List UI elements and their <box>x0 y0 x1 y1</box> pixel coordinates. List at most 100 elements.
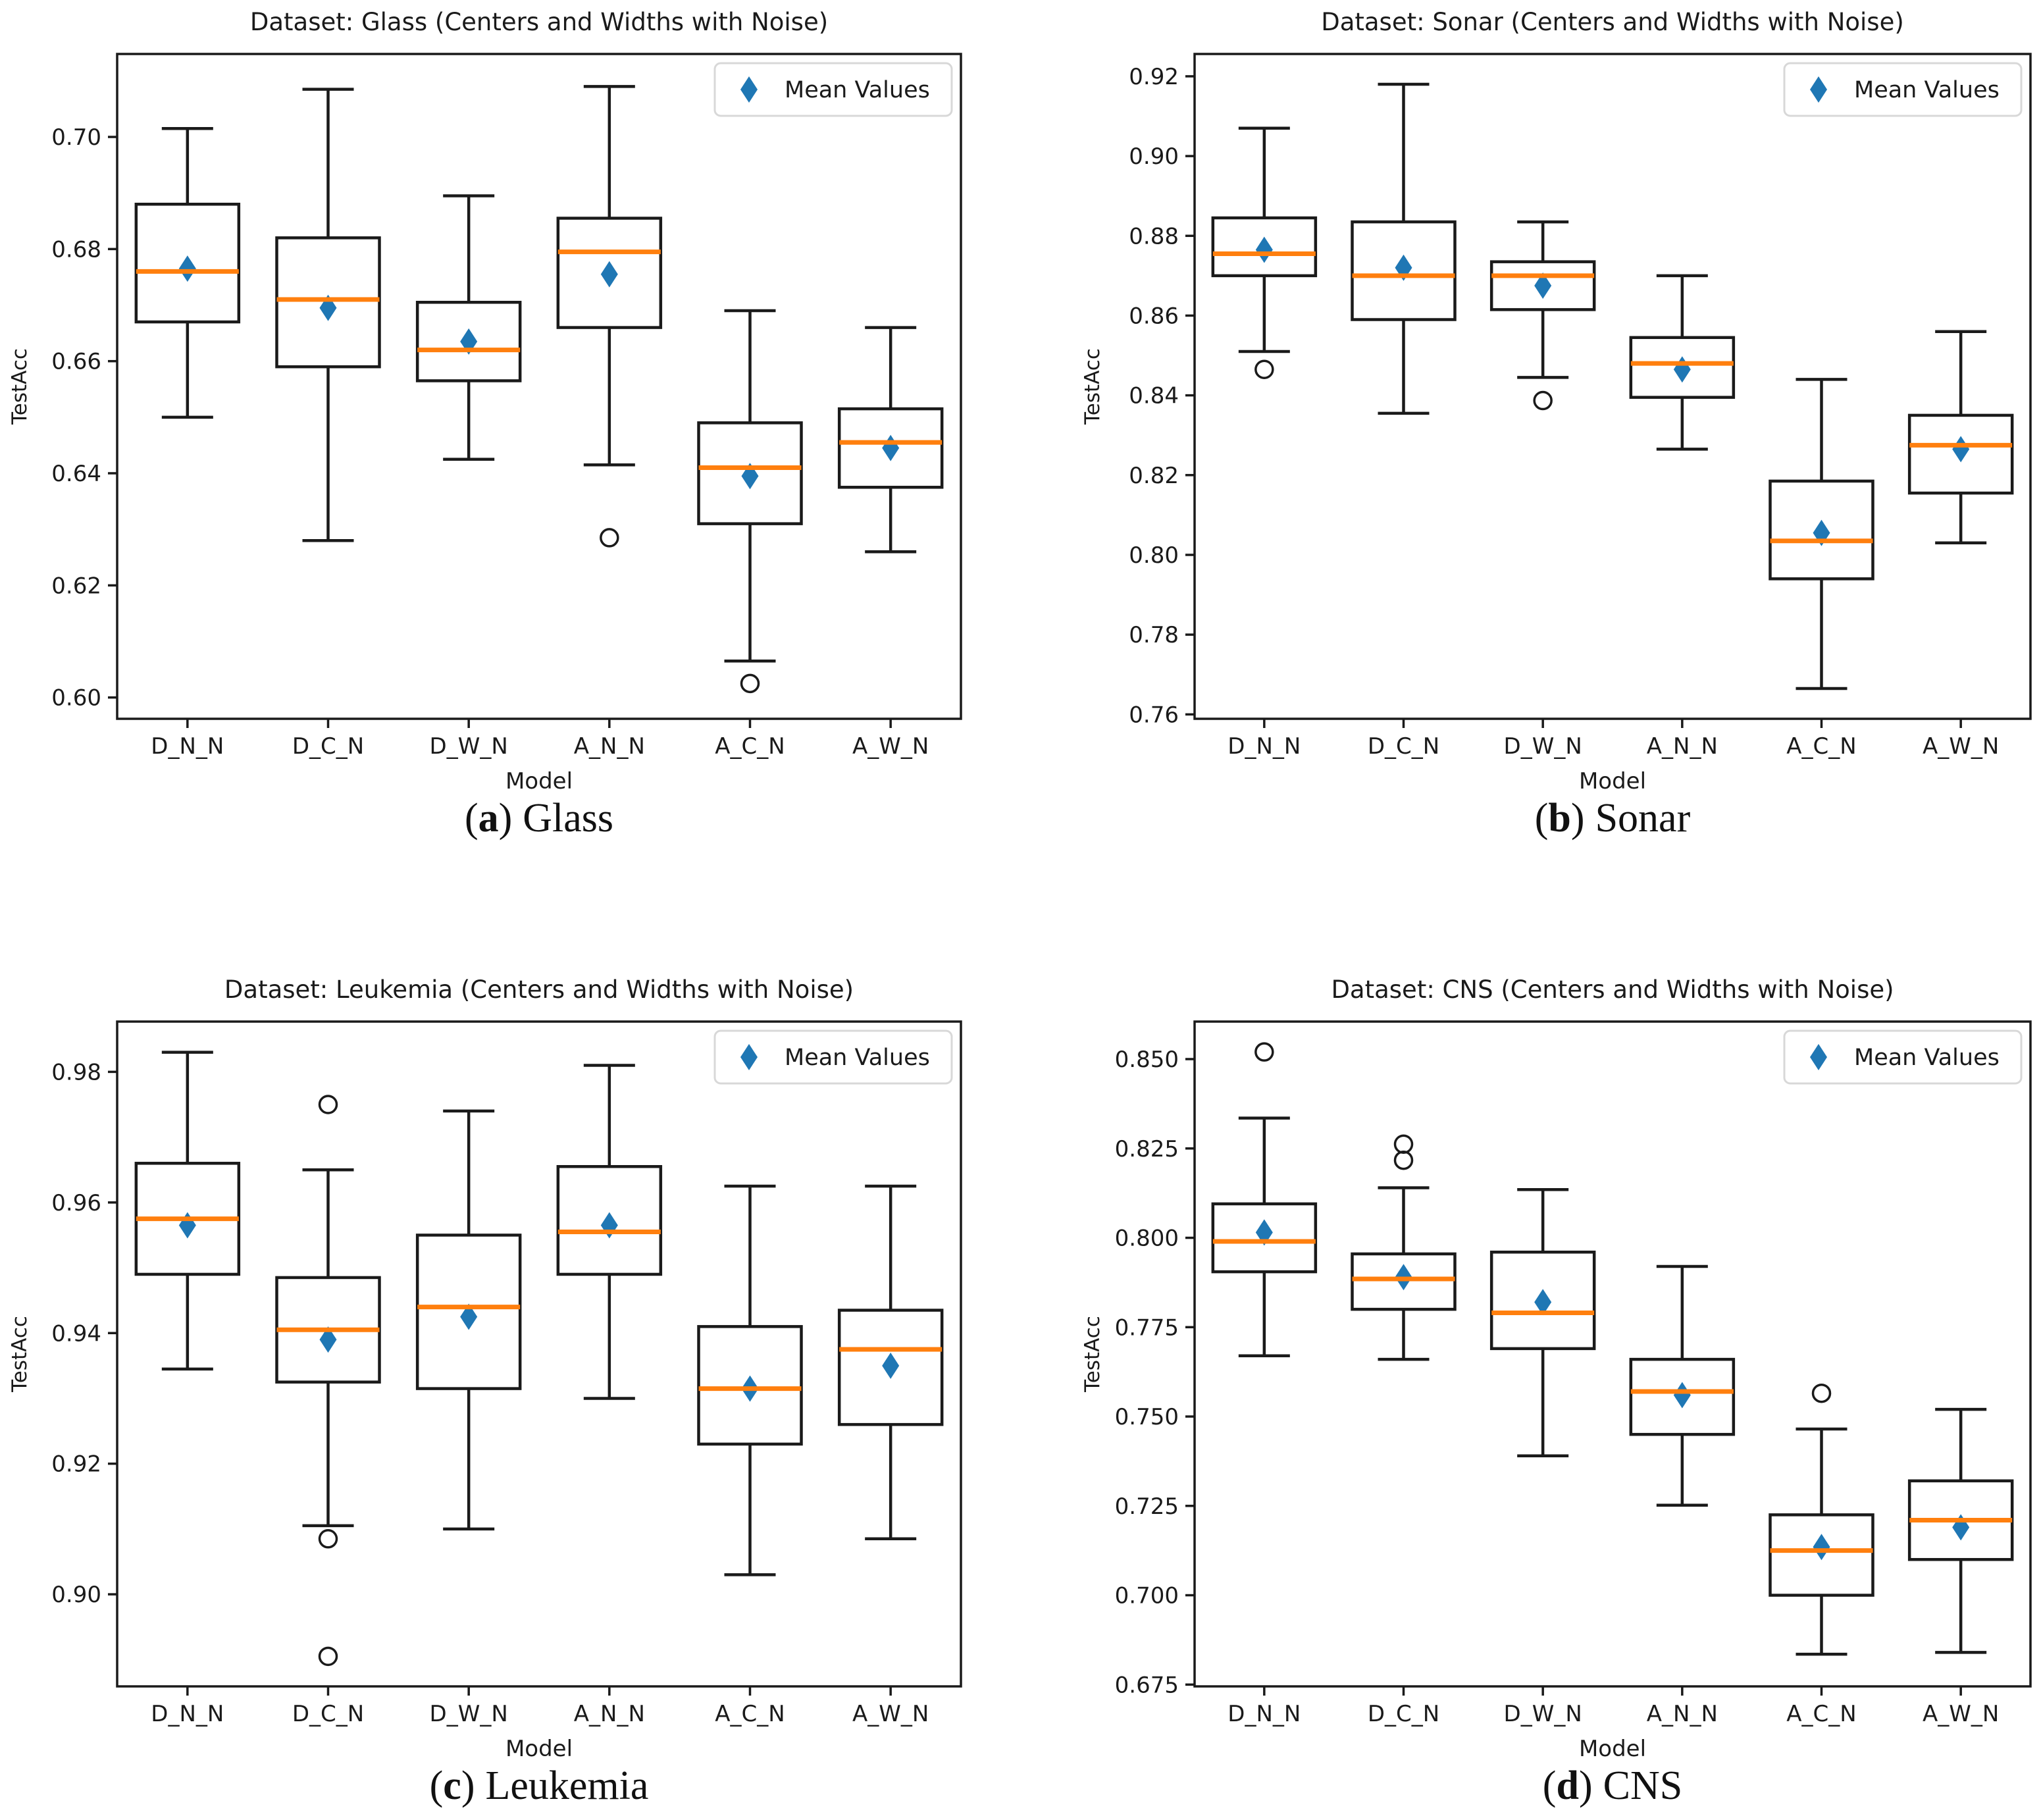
plot-frame <box>116 53 962 720</box>
caption-paren-close: ) <box>461 1763 475 1808</box>
caption-letter: a <box>478 796 499 841</box>
box-group <box>1489 1187 1596 1458</box>
caption-label: Sonar <box>1595 796 1691 841</box>
x-axis-label: Model <box>505 1736 573 1762</box>
y-tick-label: 0.700 <box>1115 1583 1179 1609</box>
outlier-point <box>318 1529 338 1549</box>
mean-diamond-icon <box>460 1303 478 1330</box>
y-tick-label: 0.90 <box>1129 143 1179 170</box>
box-group <box>1351 82 1457 415</box>
y-tick-label: 0.76 <box>1129 702 1179 728</box>
x-tick-label: D_N_N <box>151 1701 224 1727</box>
legend-box <box>713 1029 953 1085</box>
box-group <box>697 309 803 694</box>
x-tick-label: A_C_N <box>1786 1701 1856 1727</box>
subplot-caption-glass: (a) Glass <box>117 795 961 842</box>
caption-label: Glass <box>523 796 614 841</box>
subplot-cns: Dataset: CNS (Centers and Widths with No… <box>1020 922 2041 1820</box>
y-tick-label: 0.725 <box>1115 1494 1179 1520</box>
box-group <box>1907 330 2014 545</box>
outlier-point <box>1811 1383 1832 1403</box>
chart-title: Dataset: Leukemia (Centers and Widths wi… <box>224 975 854 1004</box>
x-tick-label: D_W_N <box>1504 1701 1582 1727</box>
x-tick-label: A_C_N <box>715 733 785 760</box>
outlier-point <box>1393 1150 1414 1170</box>
box-group <box>1351 1134 1457 1361</box>
y-tick-label: 0.825 <box>1115 1136 1179 1162</box>
y-tick-label: 0.62 <box>51 573 101 599</box>
subplot-caption-sonar: (b) Sonar <box>1195 795 2030 842</box>
y-tick-label: 0.92 <box>51 1451 101 1478</box>
legend-label: Mean Values <box>1854 77 2000 103</box>
boxplot-chart-sonar: Dataset: Sonar (Centers and Widths with … <box>1081 8 2032 794</box>
mean-diamond-icon <box>1952 436 1970 463</box>
box-group <box>556 1064 663 1400</box>
mean-diamond-icon <box>882 1352 900 1379</box>
legend-diamond-icon <box>740 76 758 103</box>
subplot-leukemia: Dataset: Leukemia (Centers and Widths wi… <box>0 922 1020 1820</box>
x-tick-label: D_N_N <box>151 733 224 760</box>
outlier-point <box>1533 390 1553 411</box>
y-axis-label: TestAcc <box>1081 1316 1104 1393</box>
outlier-point <box>740 673 760 694</box>
box-group <box>275 1095 381 1667</box>
box-group <box>1211 126 1318 380</box>
x-axis-label: Model <box>505 768 573 794</box>
x-tick-label: A_W_N <box>1923 1701 1999 1727</box>
box-rect <box>1211 1202 1318 1274</box>
legend-box <box>713 62 953 117</box>
legend-diamond-icon <box>1810 76 1827 103</box>
box-group <box>1769 378 1874 690</box>
box-group <box>415 194 522 461</box>
mean-diamond-icon <box>600 261 618 288</box>
boxplot-chart-glass: Dataset: Glass (Centers and Widths with … <box>8 8 962 794</box>
box-group <box>134 127 241 419</box>
x-tick-label: D_W_N <box>430 1701 508 1727</box>
boxplot-chart-cns: Dataset: CNS (Centers and Widths with No… <box>1081 975 2032 1762</box>
y-tick-label: 0.90 <box>51 1582 101 1608</box>
y-tick-label: 0.80 <box>1129 542 1179 569</box>
y-tick-label: 0.750 <box>1115 1404 1179 1430</box>
y-tick-label: 0.88 <box>1129 223 1179 249</box>
box-group <box>697 1184 803 1576</box>
plot-frame <box>1193 53 2032 720</box>
x-tick-label: A_N_N <box>574 733 645 760</box>
subplot-sonar: Dataset: Sonar (Centers and Widths with … <box>1020 0 2041 922</box>
box-group <box>1629 1264 1736 1507</box>
caption-label: CNS <box>1603 1763 1683 1808</box>
legend-label: Mean Values <box>785 1045 930 1071</box>
y-tick-label: 0.66 <box>51 349 101 375</box>
box-group <box>1769 1383 1874 1656</box>
box-group <box>1489 220 1596 411</box>
x-axis-label: Model <box>1579 768 1646 794</box>
x-tick-label: A_C_N <box>715 1701 785 1727</box>
caption-paren-open: ( <box>1534 796 1549 841</box>
caption-letter: d <box>1556 1763 1579 1808</box>
y-tick-label: 0.98 <box>51 1059 101 1085</box>
caption-letter: b <box>1548 796 1571 841</box>
subplot-caption-cns: (d) CNS <box>1195 1763 2030 1809</box>
y-tick-label: 0.94 <box>51 1320 101 1347</box>
y-tick-label: 0.775 <box>1115 1314 1179 1341</box>
y-tick-label: 0.82 <box>1129 463 1179 489</box>
legend-box <box>1783 62 2023 117</box>
mean-diamond-icon <box>1255 1219 1273 1246</box>
outlier-point <box>1254 1042 1274 1062</box>
y-tick-label: 0.92 <box>1129 64 1179 90</box>
x-tick-label: A_W_N <box>852 733 929 760</box>
y-tick-label: 0.675 <box>1115 1672 1179 1698</box>
y-axis-label: TestAcc <box>8 1316 32 1393</box>
x-tick-label: A_N_N <box>574 1701 645 1727</box>
x-tick-label: A_W_N <box>852 1701 929 1727</box>
outlier-point <box>1393 1134 1414 1155</box>
legend-box <box>1783 1029 2023 1085</box>
mean-diamond-icon <box>1813 1534 1830 1561</box>
mean-diamond-icon <box>178 255 196 282</box>
y-tick-label: 0.78 <box>1129 622 1179 648</box>
caption-paren-open: ( <box>1542 1763 1557 1808</box>
x-tick-label: A_C_N <box>1786 733 1856 760</box>
chart-title: Dataset: Glass (Centers and Widths with … <box>250 8 828 36</box>
x-tick-label: A_W_N <box>1923 733 1999 760</box>
outlier-point <box>1254 359 1274 380</box>
caption-paren-open: ( <box>429 1763 444 1808</box>
